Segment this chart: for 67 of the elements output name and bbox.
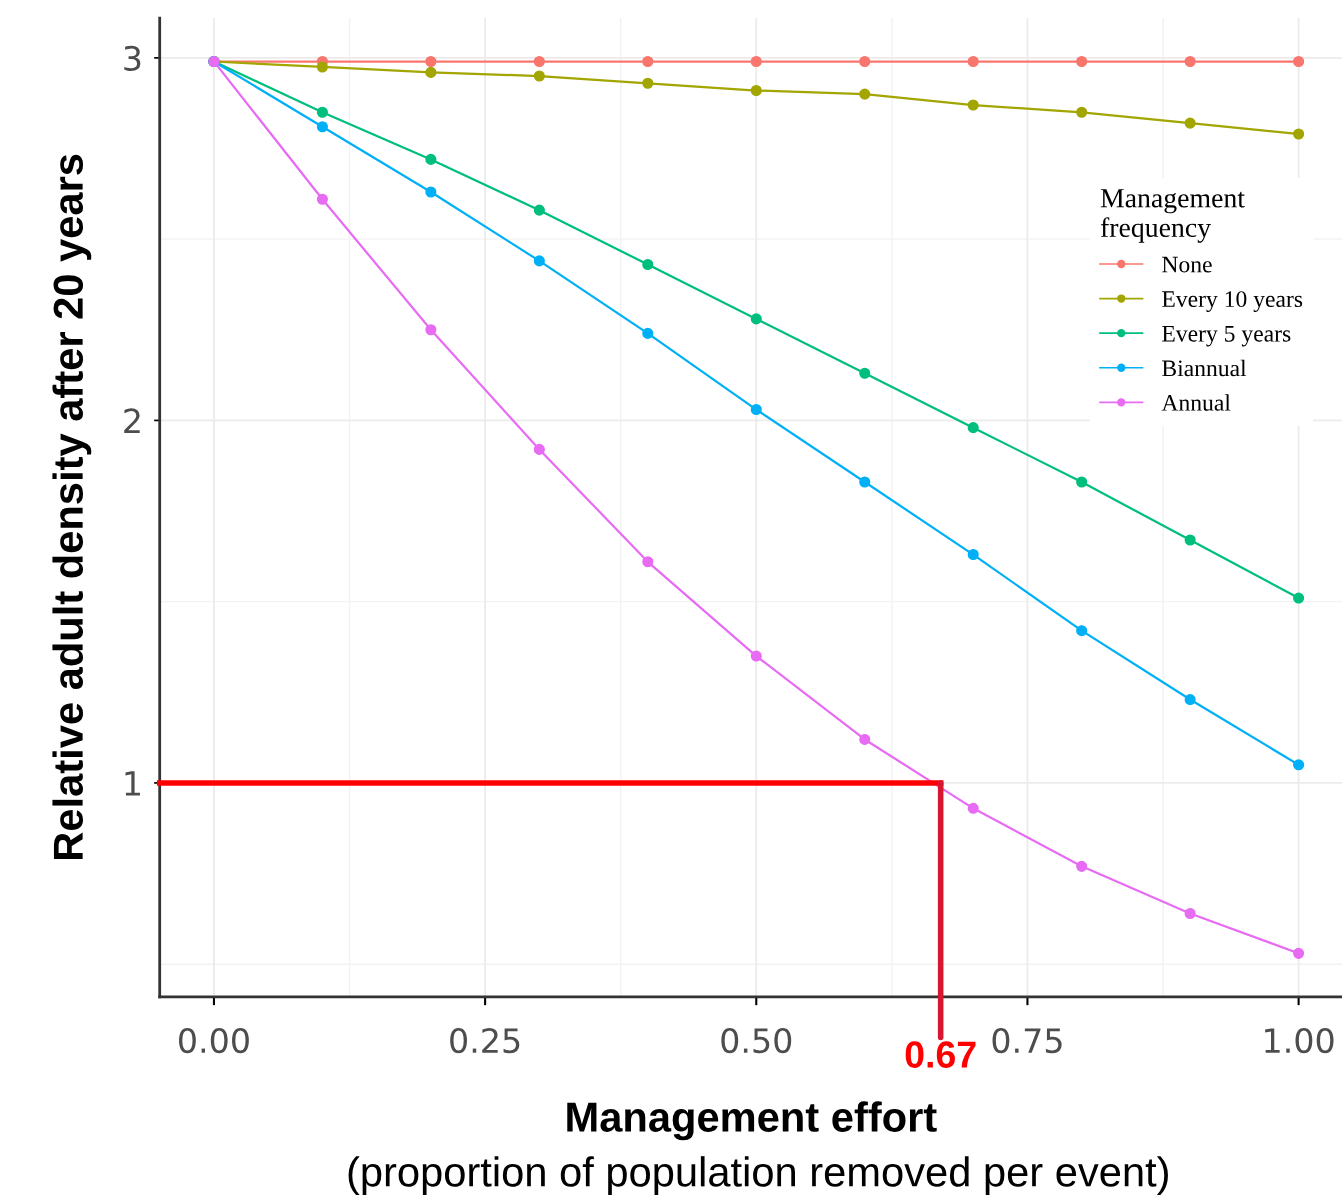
point (1184, 55, 1196, 68)
point (533, 255, 545, 267)
point (316, 121, 328, 133)
y-tick-label: 1 (125, 771, 140, 796)
point (1184, 694, 1196, 706)
point (1293, 592, 1305, 604)
point (425, 186, 437, 198)
point (1184, 117, 1196, 129)
x-tick-label: 1.00 (1265, 1027, 1334, 1054)
point (533, 204, 545, 216)
point (859, 367, 871, 379)
point (750, 403, 762, 416)
point (1076, 860, 1088, 872)
point (1076, 476, 1088, 488)
point (859, 88, 871, 100)
point (533, 443, 545, 455)
point (425, 66, 437, 78)
point (859, 55, 871, 68)
x-tick-label: 0.25 (450, 1027, 520, 1054)
annotation: 0.67 (905, 1041, 976, 1068)
legend-label: Every 10 years (1162, 291, 1303, 312)
point (642, 556, 654, 568)
point (1293, 759, 1305, 771)
point (642, 55, 654, 68)
legend-label: Every 5 years (1162, 325, 1291, 347)
point (750, 650, 762, 662)
point (967, 802, 979, 814)
point (642, 258, 654, 271)
point (1076, 55, 1088, 68)
point (425, 153, 437, 165)
legend-title: Management frequency (1100, 189, 1245, 243)
point (316, 106, 328, 118)
point (750, 84, 762, 97)
y-axis-title: Relative adult density after 20 years (52, 154, 92, 859)
legend-label: Biannual (1162, 359, 1247, 377)
point (1293, 128, 1305, 140)
y-tick-label: 3 (124, 45, 141, 72)
point (642, 327, 654, 339)
point (1184, 534, 1196, 546)
point (1184, 907, 1196, 920)
y-tick-label: 2 (124, 408, 140, 434)
x-tick-label: 0.00 (179, 1027, 249, 1054)
point (425, 324, 437, 336)
x-axis-title: Management effort (567, 1101, 937, 1141)
point (1076, 625, 1088, 637)
point (425, 55, 437, 68)
text: (proportion of population removed per event) (348, 1156, 1168, 1195)
point (750, 313, 762, 325)
point (859, 733, 871, 745)
x-tick-label: 0.50 (721, 1027, 792, 1054)
point (967, 55, 979, 68)
point (1293, 55, 1305, 68)
legend-label: None (1162, 256, 1212, 273)
x-tick-label: 0.75 (992, 1027, 1062, 1054)
point (967, 99, 979, 111)
point (750, 55, 762, 68)
point (533, 70, 545, 82)
point (967, 548, 979, 561)
point (967, 422, 979, 434)
point (1076, 106, 1088, 118)
point (533, 55, 545, 68)
point (1293, 947, 1305, 959)
point (859, 476, 871, 488)
point (316, 61, 328, 73)
point (316, 193, 328, 205)
point (642, 77, 654, 89)
legend-label: Annual (1161, 394, 1231, 411)
